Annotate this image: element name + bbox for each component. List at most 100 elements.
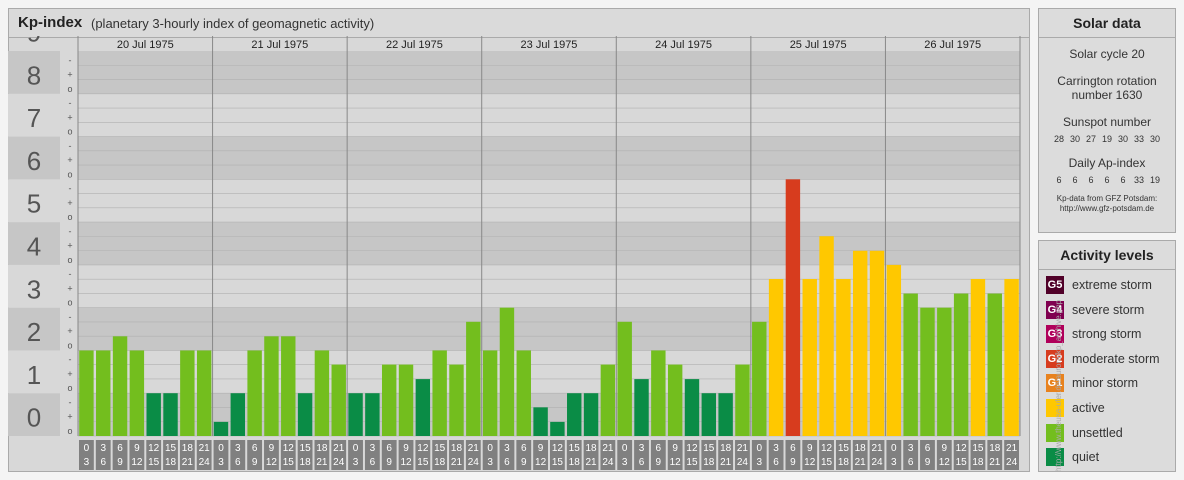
hour-cell bbox=[95, 440, 111, 470]
hour-cell bbox=[381, 440, 397, 470]
hour-cell bbox=[852, 440, 868, 470]
hour-label-bottom: 21 bbox=[585, 457, 597, 468]
kp-bar bbox=[213, 421, 229, 436]
kp-bar bbox=[365, 393, 380, 436]
hour-label-bottom: 21 bbox=[855, 457, 867, 468]
hour-label-top: 21 bbox=[602, 443, 614, 454]
ap-value-0: 6 bbox=[1056, 175, 1062, 185]
level-label: extreme storm bbox=[1072, 278, 1152, 292]
minor-tick-label: + bbox=[67, 241, 72, 251]
kp-bar bbox=[466, 321, 481, 436]
hour-label-top: 12 bbox=[283, 443, 295, 454]
kp-label-band bbox=[8, 222, 60, 265]
hour-label-bottom: 12 bbox=[535, 457, 547, 468]
hour-cell bbox=[768, 440, 784, 470]
hour-label-top: 12 bbox=[552, 443, 564, 454]
minor-tick-label: + bbox=[67, 70, 72, 80]
kp-bar bbox=[768, 279, 784, 436]
minor-tick-label: o bbox=[67, 255, 72, 265]
hour-label-bottom: 18 bbox=[165, 457, 177, 468]
kp-label-band bbox=[8, 93, 60, 137]
hour-label-bottom: 3 bbox=[622, 457, 628, 468]
minor-tick-label: o bbox=[67, 383, 72, 393]
minor-tick-label: + bbox=[67, 283, 72, 293]
hour-label-bottom: 24 bbox=[602, 457, 614, 468]
minor-tick-label: + bbox=[67, 326, 72, 336]
activity-levels-panel: Activity levels G5 extreme storm G4 severe … bbox=[1038, 240, 1176, 472]
hour-cell bbox=[247, 440, 263, 470]
activity-level-moderate-storm: G2 moderate storm bbox=[1046, 349, 1160, 369]
kp-label-band bbox=[8, 350, 60, 394]
hour-label-bottom: 6 bbox=[100, 457, 106, 468]
hour-label-bottom: 9 bbox=[790, 457, 796, 468]
ap-title: Daily Ap-index bbox=[1068, 156, 1146, 170]
kp-bar bbox=[230, 393, 246, 436]
y-tick-label: 2 bbox=[27, 317, 41, 347]
minor-tick-label: - bbox=[69, 55, 72, 65]
y-tick-label: 3 bbox=[27, 274, 41, 304]
credit-line1: Kp-data from GFZ Potsdam: bbox=[1056, 194, 1158, 203]
hour-label-top: 6 bbox=[925, 443, 931, 454]
hour-cell bbox=[432, 440, 448, 470]
kp-bar bbox=[314, 350, 330, 436]
kp-bar bbox=[449, 364, 464, 436]
day-label: 20 Jul 1975 bbox=[117, 39, 174, 51]
hour-label-bottom: 15 bbox=[686, 457, 698, 468]
hour-label-bottom: 24 bbox=[871, 457, 883, 468]
hour-cell bbox=[600, 440, 616, 470]
sunspot-value-2: 27 bbox=[1085, 134, 1096, 144]
activity-level-extreme-storm: G5 extreme storm bbox=[1046, 275, 1152, 295]
kp-bar bbox=[516, 350, 531, 436]
minor-tick-label: - bbox=[69, 355, 72, 365]
kp-bar bbox=[146, 393, 161, 436]
hour-label-top: 0 bbox=[487, 443, 493, 454]
hour-label-top: 18 bbox=[316, 443, 328, 454]
minor-tick-label: - bbox=[69, 269, 72, 279]
hour-label-top: 12 bbox=[821, 443, 833, 454]
kp-band bbox=[78, 51, 1020, 94]
hour-label-top: 3 bbox=[773, 443, 779, 454]
hour-label-bottom: 18 bbox=[703, 457, 715, 468]
hour-cell bbox=[583, 440, 599, 470]
hour-label-top: 12 bbox=[686, 443, 698, 454]
hour-label-bottom: 6 bbox=[370, 457, 376, 468]
level-swatch: G2 bbox=[1046, 349, 1064, 368]
hour-cell bbox=[449, 440, 464, 470]
sunspot-value-5: 33 bbox=[1133, 134, 1144, 144]
minor-tick-label: o bbox=[67, 298, 72, 308]
kp-bar bbox=[718, 393, 733, 436]
kp-bar bbox=[600, 364, 616, 436]
hour-label-top: 12 bbox=[148, 443, 160, 454]
hour-label-bottom: 6 bbox=[908, 457, 914, 468]
activity-level-minor-storm: G1 minor storm bbox=[1046, 373, 1138, 393]
hour-label-bottom: 3 bbox=[487, 457, 493, 468]
hour-label-top: 3 bbox=[908, 443, 914, 454]
minor-tick-label: o bbox=[67, 127, 72, 137]
hour-label-top: 21 bbox=[333, 443, 345, 454]
hour-cell bbox=[936, 440, 952, 470]
kp-bar bbox=[1004, 279, 1019, 436]
day-label: 26 Jul 1975 bbox=[924, 39, 981, 51]
level-label: strong storm bbox=[1072, 327, 1142, 342]
hour-label-bottom: 3 bbox=[84, 457, 90, 468]
solar-cycle: Solar cycle 20 bbox=[1069, 47, 1145, 61]
hour-label-top: 18 bbox=[585, 443, 597, 454]
kp-bar bbox=[852, 250, 868, 436]
level-swatch: G1 bbox=[1046, 374, 1064, 393]
hour-cell bbox=[112, 440, 128, 470]
hour-cell bbox=[617, 440, 633, 470]
level-label: active bbox=[1072, 401, 1105, 415]
minor-tick-label: o bbox=[67, 212, 72, 222]
hour-cell bbox=[684, 440, 700, 470]
hour-label-bottom: 24 bbox=[1006, 457, 1018, 468]
kp-bar bbox=[583, 393, 599, 436]
minor-tick-label: - bbox=[69, 226, 72, 236]
hour-cell bbox=[314, 440, 330, 470]
minor-tick-label: - bbox=[69, 141, 72, 151]
kp-bar bbox=[667, 364, 683, 436]
hour-label-top: 9 bbox=[672, 443, 678, 454]
hour-label-top: 15 bbox=[165, 443, 177, 454]
hour-label-bottom: 9 bbox=[521, 457, 527, 468]
kp-label-band bbox=[8, 393, 60, 436]
level-swatch bbox=[1046, 399, 1064, 417]
